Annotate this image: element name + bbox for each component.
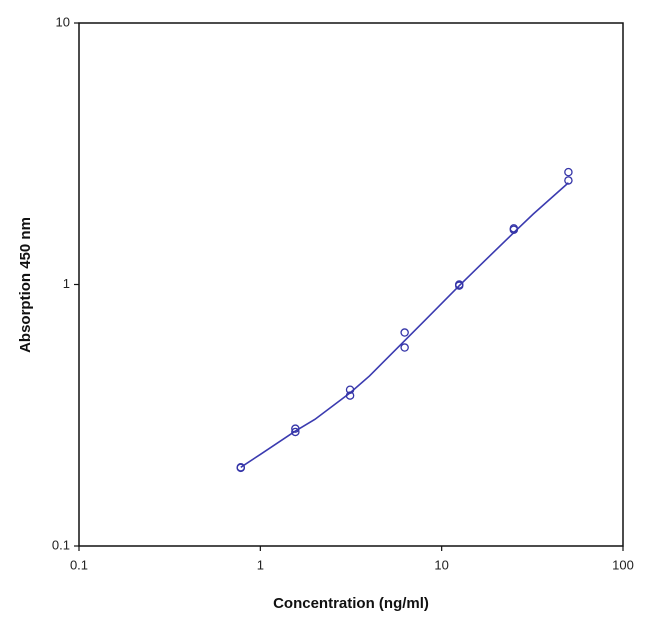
data-point	[454, 281, 464, 290]
x-tick-label: 100	[612, 557, 634, 572]
x-tick-label: 10	[434, 557, 448, 572]
y-tick-label: 0.1	[52, 537, 70, 552]
y-tick-label: 10	[56, 14, 70, 29]
data-point	[236, 463, 246, 473]
y-tick-label: 1	[63, 276, 70, 291]
y-axis-label: Absorption 450 nm	[17, 217, 34, 353]
data-point	[564, 176, 573, 185]
x-tick-label: 1	[257, 557, 264, 572]
data-point	[564, 167, 573, 177]
data-point	[291, 427, 300, 437]
x-axis-label: Concentration (ng/ml)	[273, 595, 429, 612]
data-point	[291, 424, 300, 433]
data-point	[345, 385, 355, 394]
x-tick-label: 0.1	[70, 557, 88, 572]
data-point	[509, 225, 519, 234]
data-point	[345, 391, 355, 400]
data-point	[400, 343, 409, 352]
data-point	[400, 328, 409, 337]
